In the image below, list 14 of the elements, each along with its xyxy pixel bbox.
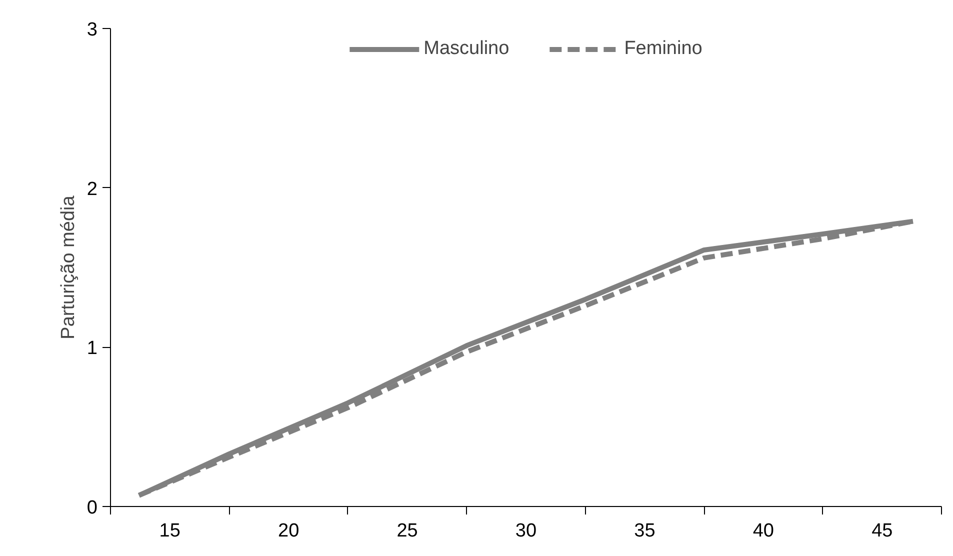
x-tick-label: 40 xyxy=(752,520,774,542)
y-tick-label: 2 xyxy=(86,178,98,200)
x-tick-label: 45 xyxy=(872,520,893,542)
x-tick-label: 35 xyxy=(634,520,656,542)
x-tick-label: 30 xyxy=(515,520,537,542)
y-tick-label: 1 xyxy=(86,338,98,360)
legend-label: Masculino xyxy=(424,38,510,60)
y-tick-label: 0 xyxy=(86,498,98,518)
x-tick-label: 15 xyxy=(159,520,180,542)
x-tick-label: 25 xyxy=(396,520,418,542)
legend-label: Feminino xyxy=(624,38,702,60)
y-axis-title: Parturição média xyxy=(58,195,79,340)
x-tick-label: 20 xyxy=(278,520,300,542)
y-tick-label: 3 xyxy=(86,20,98,40)
